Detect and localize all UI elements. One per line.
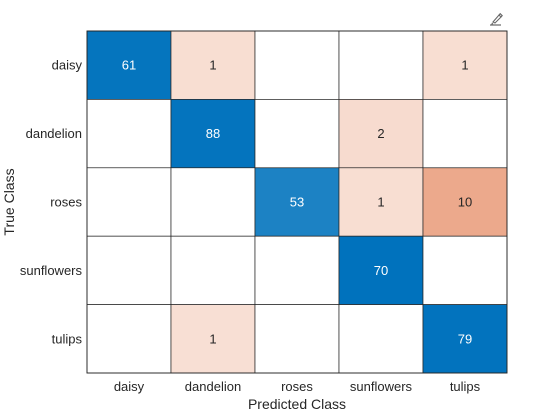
matrix-cell-0-4 [422,30,508,100]
matrix-cell-4-3 [338,304,424,374]
x-tick-label: sunflowers [350,379,413,394]
matrix-cell-0-3 [338,30,424,100]
matrix-cell-0-2 [254,30,340,100]
matrix-cell-3-3 [338,235,424,305]
cell-value-0-1: 1 [209,58,216,73]
matrix-cell-2-4 [422,167,508,237]
matrix-cell-4-0 [86,304,172,374]
cell-value-2-2: 53 [290,195,304,210]
cell-value-1-1: 88 [206,126,220,141]
cell-value-2-3: 1 [377,195,384,210]
x-axis-label: Predicted Class [248,396,346,412]
cell-value-2-4: 10 [458,195,472,210]
matrix-cell-1-1 [170,99,256,169]
matrix-cell-1-2 [254,99,340,169]
y-tick-label: tulips [52,331,83,346]
y-tick-label: roses [50,195,82,210]
plot-frame [86,30,508,374]
cell-value-4-1: 1 [209,331,216,346]
y-tick-label: daisy [52,58,83,73]
matrix-cell-3-1 [170,235,256,305]
brush-edit-icon[interactable] [487,10,505,28]
y-tick-label: sunflowers [20,263,83,278]
cell-value-0-4: 1 [461,58,468,73]
x-tick-label: tulips [450,379,481,394]
matrix-cell-1-0 [86,99,172,169]
matrix-cell-4-1 [170,304,256,374]
matrix-cell-3-2 [254,235,340,305]
cell-value-1-3: 2 [377,126,384,141]
matrix-cell-4-2 [254,304,340,374]
cell-value-4-4: 79 [458,331,472,346]
x-tick-label: daisy [114,379,145,394]
matrix-cell-2-1 [170,167,256,237]
matrix-cell-2-3 [338,167,424,237]
y-tick-label: dandelion [26,126,82,141]
matrix-cell-3-0 [86,235,172,305]
cell-value-0-0: 61 [122,58,136,73]
matrix-cell-0-0 [86,30,172,100]
x-tick-label: roses [281,379,313,394]
matrix-cell-3-4 [422,235,508,305]
matrix-cell-2-0 [86,167,172,237]
cell-value-3-3: 70 [374,263,388,278]
matrix-cell-1-4 [422,99,508,169]
y-axis-label: True Class [1,168,17,235]
x-tick-label: dandelion [185,379,241,394]
